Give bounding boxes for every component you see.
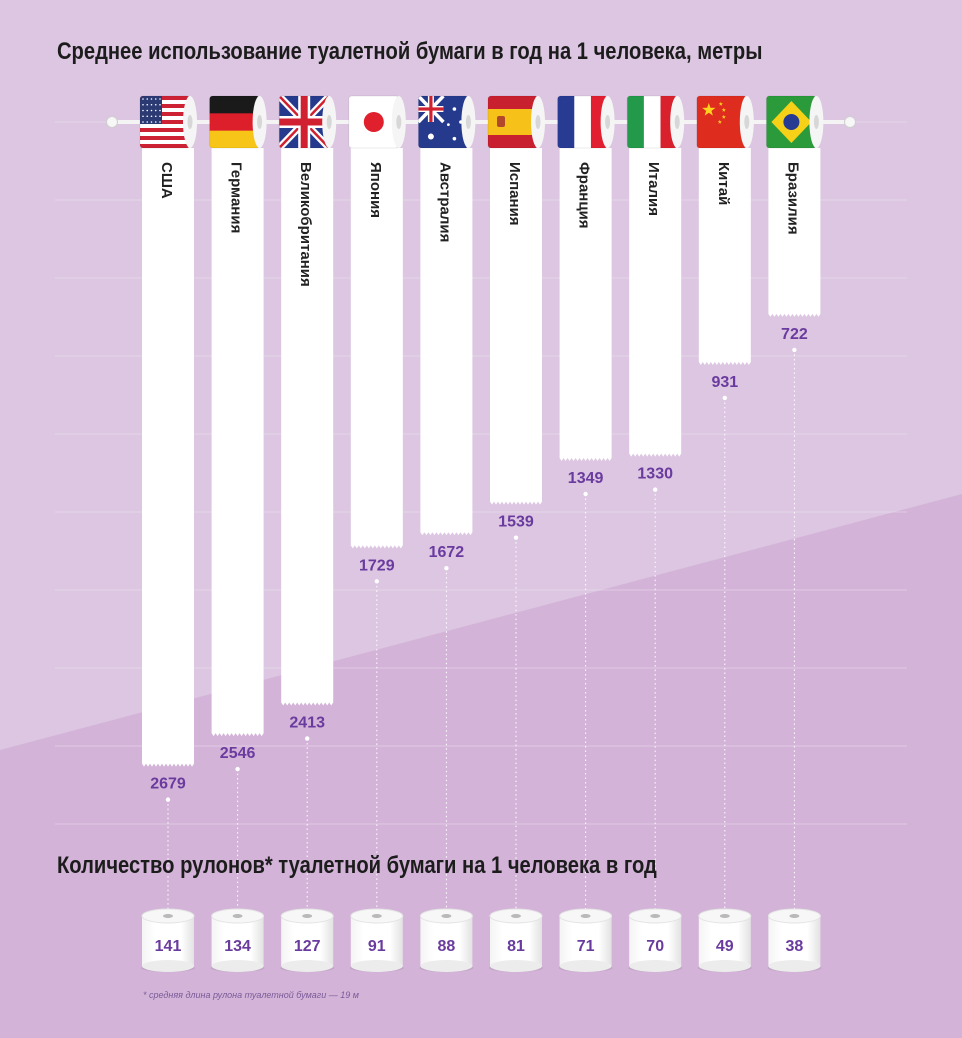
roll-icon: 88	[419, 908, 474, 972]
leader-dot	[374, 579, 379, 584]
roll-icon: 49	[697, 908, 752, 972]
roll-value: 88	[438, 938, 456, 955]
leader-dot	[583, 491, 588, 497]
brazil-flag	[765, 95, 824, 149]
value-label: 1349	[568, 470, 604, 487]
country-labels: США Германия Великобритания Япония Австралия…	[158, 162, 801, 287]
rolls-title: Количество рулонов* туалетной бумаги на …	[57, 852, 657, 879]
roll-core	[535, 115, 541, 129]
roll-value: 81	[507, 938, 525, 955]
leader-dot	[305, 736, 310, 741]
paper-strip	[698, 148, 751, 365]
roll-icon: 81	[489, 908, 543, 972]
value-label: 931	[711, 374, 738, 391]
value-label: 1539	[498, 514, 534, 531]
japan-flag	[348, 95, 406, 149]
leader-dot	[792, 347, 797, 353]
rod-cap-right	[844, 116, 856, 128]
uk-flag	[278, 95, 337, 149]
country-label: Бразилия	[784, 162, 801, 235]
roll-icon: 70	[628, 908, 683, 972]
roll-core	[744, 115, 750, 129]
roll-core	[674, 115, 680, 129]
roll-value: 91	[368, 938, 386, 955]
roll-icons: 141 134 127 91 88 81 71 70 49 38	[141, 908, 822, 972]
leader-dot	[653, 487, 658, 492]
roll-core	[396, 115, 402, 129]
value-labels: 2679 2546 2413 1729 1672 1539 1349 1330 931 722	[150, 326, 808, 793]
roll-core	[465, 115, 471, 129]
country-label: Франция	[576, 162, 593, 229]
value-label: 1330	[637, 466, 673, 483]
paper-strip	[142, 148, 194, 767]
china-flag	[696, 95, 754, 149]
country-label: Испания	[506, 162, 523, 226]
roll-core	[813, 115, 819, 129]
chart-title: Среднее использование туалетной бумаги в…	[57, 38, 763, 65]
country-label: Великобритания	[297, 162, 314, 287]
roll-icon: 91	[349, 908, 404, 972]
footnote: * средняя длина рулона туалетной бумаги …	[143, 990, 359, 1000]
paper-strip	[350, 148, 403, 549]
value-label: 2679	[150, 776, 186, 793]
value-label: 2546	[220, 745, 256, 762]
paper-strip	[629, 148, 682, 457]
paper-strip	[768, 148, 821, 317]
leader-dot	[165, 797, 171, 802]
italy-flag	[626, 95, 685, 149]
flag-rolls	[139, 95, 824, 149]
roll-value: 38	[786, 938, 804, 955]
leader-dot	[444, 566, 449, 571]
roll-icon: 141	[141, 908, 195, 972]
roll-core	[187, 115, 193, 129]
roll-value: 70	[646, 938, 664, 955]
roll-value: 71	[577, 938, 595, 955]
spain-flag	[487, 95, 545, 149]
roll-core	[257, 115, 263, 129]
value-label: 2413	[289, 715, 325, 732]
us-flag	[139, 95, 197, 149]
value-label: 1672	[429, 544, 465, 561]
value-label: 1729	[359, 557, 395, 574]
roll-value: 49	[716, 938, 734, 955]
paper-strips	[142, 148, 821, 767]
paper-strip	[211, 148, 264, 737]
paper-strip	[281, 148, 334, 706]
leader-dot	[513, 535, 519, 540]
paper-strip	[490, 148, 542, 505]
roll-icon: 71	[558, 908, 613, 972]
france-flag	[557, 95, 615, 149]
country-label: Германия	[228, 162, 245, 233]
leader-dot	[235, 766, 240, 772]
roll-icon: 127	[280, 908, 335, 972]
roll-value: 141	[155, 938, 182, 955]
paper-strip	[420, 148, 473, 536]
leader-dot	[722, 395, 727, 401]
roll-core	[605, 115, 611, 129]
value-label: 722	[781, 326, 808, 343]
roll-value: 134	[224, 938, 251, 955]
paper-strip	[559, 148, 612, 462]
roll-icon: 38	[767, 908, 822, 972]
australia-flag	[417, 95, 476, 149]
germany-flag	[209, 95, 267, 149]
roll-value: 127	[294, 938, 321, 955]
country-label: Италия	[645, 162, 662, 216]
country-label: Китай	[715, 162, 732, 205]
roll-icon: 134	[210, 908, 265, 972]
rod-cap-left	[106, 116, 118, 128]
roll-core	[326, 115, 332, 129]
country-label: Австралия	[436, 162, 453, 242]
country-label: США	[158, 162, 175, 199]
country-label: Япония	[367, 162, 384, 218]
